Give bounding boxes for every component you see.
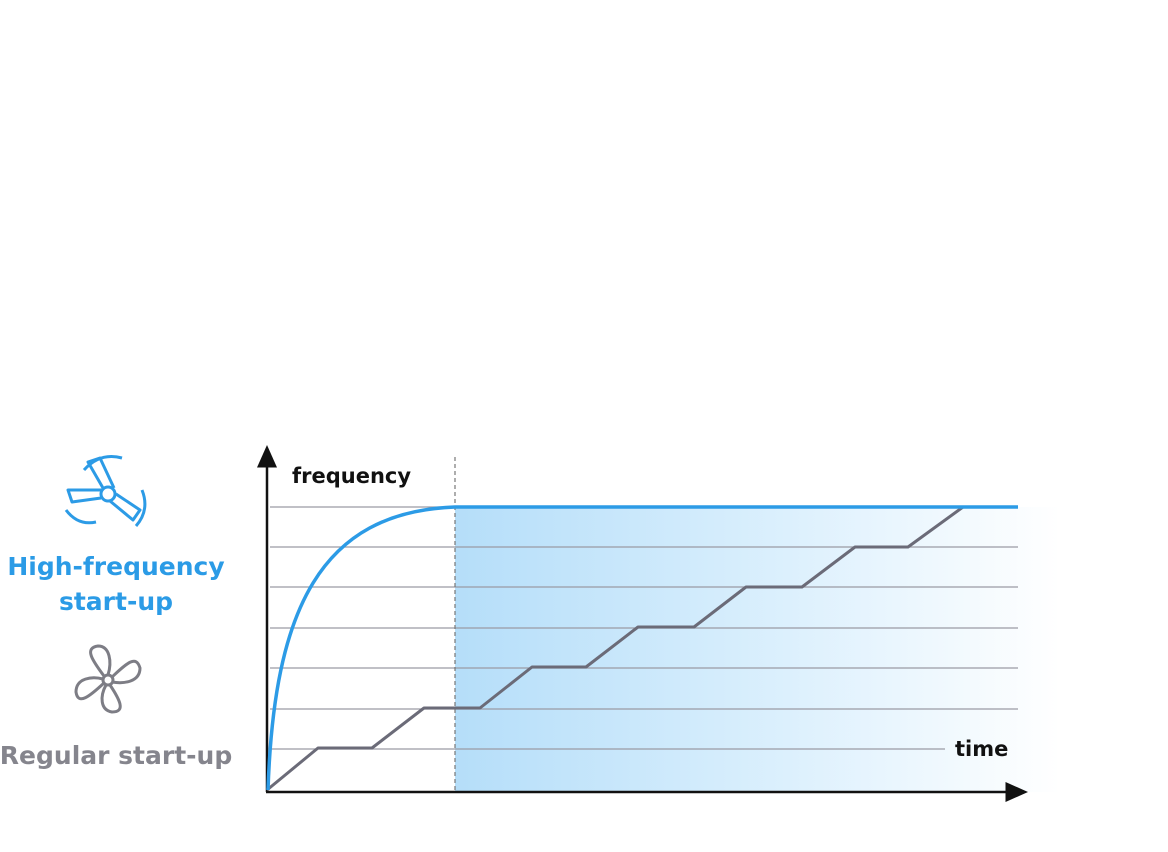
x-axis-label: time [955, 737, 1008, 761]
legend-label: High-frequency [7, 552, 224, 581]
legend-label: start-up [59, 587, 173, 616]
highlight-area [455, 507, 1060, 792]
grid [270, 506, 1018, 750]
legend-label: Regular start-up [0, 741, 232, 770]
regular-icon [74, 644, 142, 714]
y-axis-label: frequency [292, 464, 411, 488]
regular-curve [266, 505, 1018, 792]
high-frequency-curve [266, 505, 1018, 791]
high-frequency-icon [64, 455, 147, 527]
